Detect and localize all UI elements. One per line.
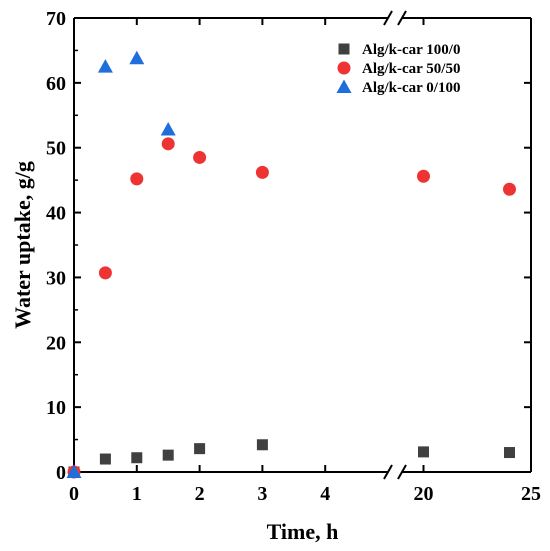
data-point-triangle [129,50,145,65]
x-tick-label: 3 [257,483,267,505]
data-point-square [194,443,206,455]
legend-marker-square [338,43,350,55]
x-tick-label: 2 [195,483,205,505]
x-tick-label: 0 [69,483,79,505]
data-point-triangle [97,59,113,73]
data-point-square [504,447,515,459]
legend-label: Alg/k-car 0/100 [362,80,460,96]
y-tick-label: 10 [46,397,66,419]
legend-label: Alg/k-car 100/0 [362,42,460,58]
x-tick-label: 20 [414,483,434,505]
axis-break-mark [383,464,393,480]
data-point-circle [255,165,269,179]
legend: Alg/k-car 100/0 Alg/k-car 50/50 Alg/k-car … [336,42,460,96]
data-point-circle [98,266,112,280]
y-tick-label: 0 [56,462,66,484]
axes: 0 10 20 30 40 50 60 70 0 1 2 3 4 20 25 [46,8,541,505]
x-tick-label: 25 [521,483,541,505]
y-axis-title: Water uptake, g/g [10,161,35,329]
data-points [66,50,516,479]
data-point-circle [417,169,430,183]
y-tick-label: 20 [46,332,66,354]
y-tick-label: 60 [46,73,66,95]
y-tick-label: 50 [46,138,66,160]
data-point-triangle [66,464,82,478]
x-tick-label: 4 [320,483,330,505]
x-tick-label: 1 [132,483,142,505]
legend-marker-circle [337,61,351,75]
axis-break-mark [383,10,393,26]
data-point-square [162,449,174,461]
axis-break-mark [397,464,407,480]
data-point-circle [161,137,175,151]
legend-marker-triangle [336,79,352,93]
data-point-square [99,453,111,465]
y-tick-label: 30 [46,267,66,289]
y-tick-label: 70 [46,8,66,30]
data-point-triangle [160,122,176,136]
legend-label: Alg/k-car 50/50 [362,61,460,77]
data-point-square [418,446,429,458]
axis-break-mark [397,10,407,26]
data-point-square [256,439,268,451]
y-tick-label: 40 [46,203,66,225]
data-point-circle [193,150,207,164]
data-point-square [131,452,143,464]
data-point-circle [503,182,516,196]
x-axis-title: Time, h [267,519,339,544]
data-point-circle [130,172,144,186]
